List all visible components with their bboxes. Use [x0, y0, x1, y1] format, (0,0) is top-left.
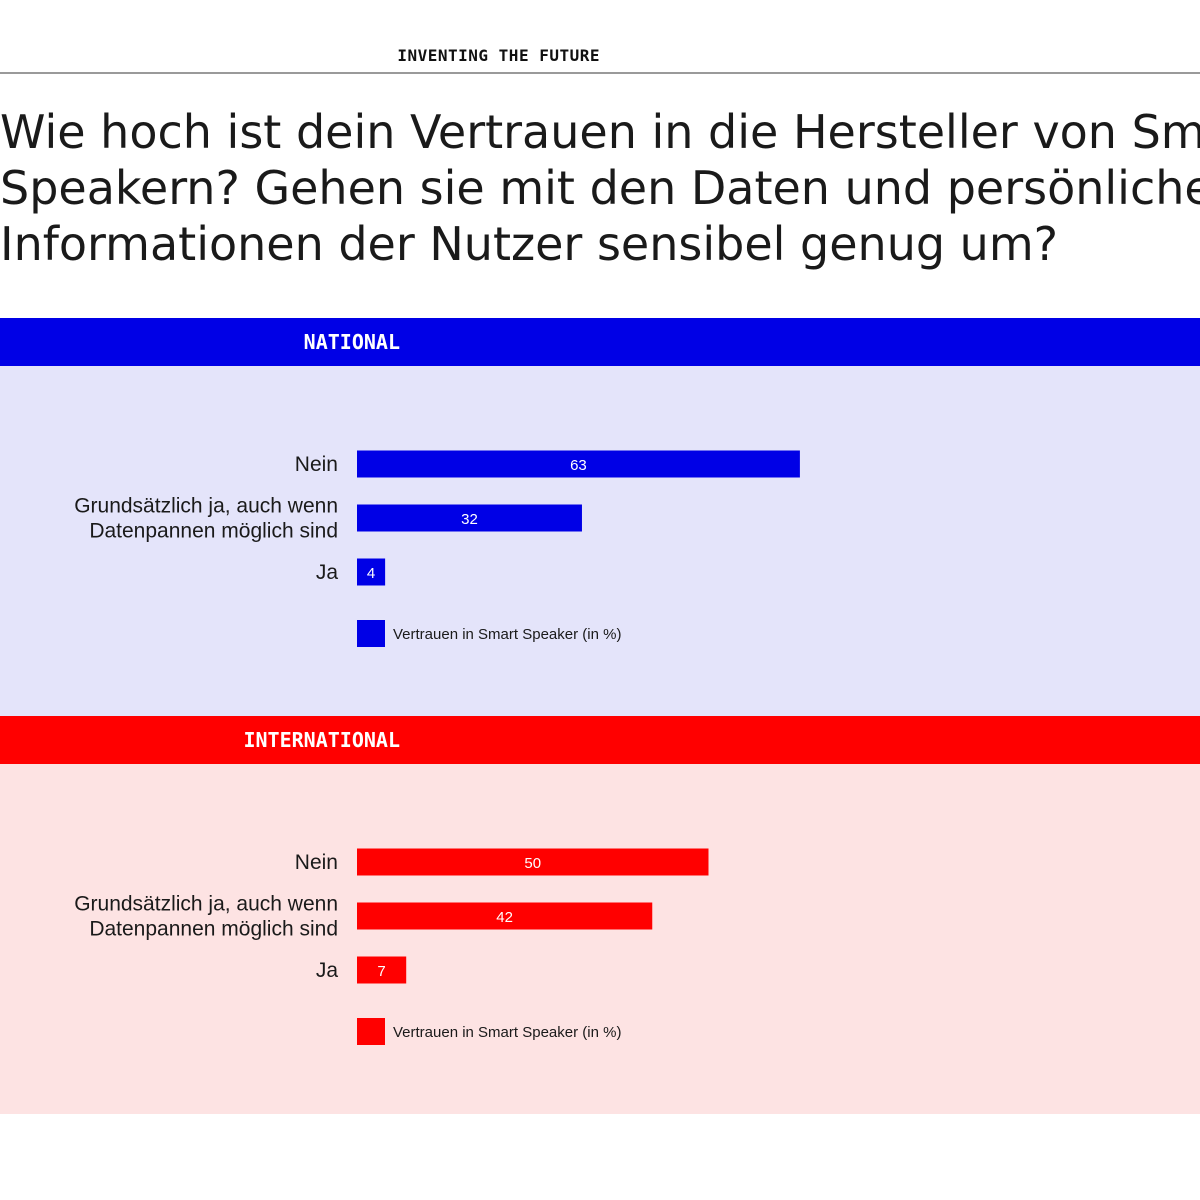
category-label: Nein [295, 453, 338, 476]
title-line: Wie hoch ist dein Vertrauen in die Herst… [0, 105, 1200, 159]
legend-swatch [357, 1018, 385, 1045]
category-label: Grundsätzlich ja, auch wenn Datenpannen m… [74, 495, 338, 543]
category-label: Nein [295, 851, 338, 874]
bar [357, 902, 653, 930]
header-divider [0, 72, 1200, 74]
legend-label: Vertrauen in Smart Speaker (in %) [393, 626, 621, 643]
legend-label: Vertrauen in Smart Speaker (in %) [393, 1024, 621, 1041]
category-label: Ja [316, 959, 339, 982]
category-label-line: Ja [316, 959, 339, 982]
legend-swatch [357, 620, 385, 647]
category-label-line: Grundsätzlich ja, auch wenn [74, 495, 338, 518]
category-label: Grundsätzlich ja, auch wenn Datenpannen m… [74, 893, 338, 941]
data-label: 50 [524, 855, 541, 872]
bar [357, 504, 582, 532]
data-label: 42 [496, 909, 513, 926]
national-panel: NATIONAL Nein 63 Grundsätzlich ja, auch we… [0, 318, 1200, 716]
kicker: INVENTING THE FUTURE [397, 46, 600, 65]
bar [357, 956, 407, 984]
bar [357, 848, 709, 876]
national-header-label: NATIONAL [303, 330, 400, 354]
data-label: 32 [461, 511, 478, 528]
international-panel: INTERNATIONAL Nein 50 Grundsätzlich ja, au… [0, 716, 1200, 1114]
category-label: Ja [316, 561, 339, 584]
category-label-line: Grundsätzlich ja, auch wenn [74, 893, 338, 916]
data-label: 63 [570, 457, 587, 474]
bar [357, 450, 800, 478]
category-label-line: Nein [295, 453, 338, 476]
international-header: INTERNATIONAL [0, 716, 1200, 764]
data-label: 4 [367, 565, 375, 582]
international-chart-area: Nein 50 Grundsätzlich ja, auch wenn Datenpa… [0, 764, 1200, 1114]
national-chart-area: Nein 63 Grundsätzlich ja, auch wenn Datenpa… [0, 366, 1200, 716]
data-label: 7 [377, 963, 385, 980]
bar [357, 558, 386, 586]
title-line: Speakern? Gehen sie mit den Daten und pe… [0, 161, 1200, 215]
category-label-line: Datenpannen möglich sind [89, 520, 338, 543]
title-line: Informationen der Nutzer sensibel genug … [0, 217, 1059, 271]
category-label-line: Ja [316, 561, 339, 584]
national-header: NATIONAL [0, 318, 1200, 366]
international-bar-chart: Nein 50 Grundsätzlich ja, auch wenn Datenpa… [74, 848, 709, 1045]
category-label-line: Nein [295, 851, 338, 874]
page-title: Wie hoch ist dein Vertrauen in die Herst… [0, 104, 1200, 272]
international-header-label: INTERNATIONAL [243, 728, 400, 752]
category-label-line: Datenpannen möglich sind [89, 918, 338, 941]
national-bar-chart: Nein 63 Grundsätzlich ja, auch wenn Datenpa… [74, 450, 800, 647]
